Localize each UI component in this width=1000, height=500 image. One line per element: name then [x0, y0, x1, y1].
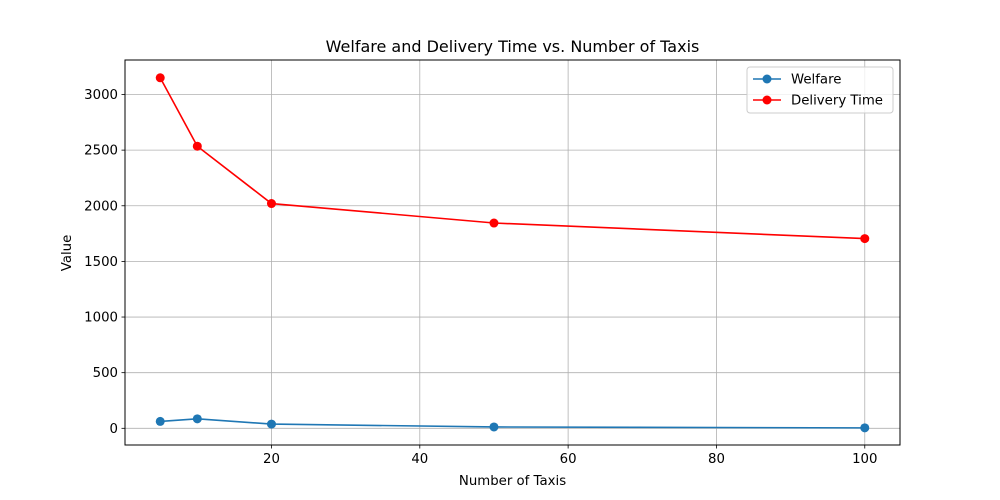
welfare-legend-label: Welfare [791, 73, 841, 88]
plot-area-frame [124, 59, 901, 446]
delivery-time-point [860, 234, 870, 244]
delivery-time-point [489, 218, 499, 228]
legend: Welfare Delivery Time [746, 66, 894, 114]
x-tick-label: 100 [852, 452, 877, 467]
y-tick-label: 500 [93, 366, 118, 381]
welfare-point [266, 419, 276, 429]
welfare-point [860, 423, 870, 433]
x-axis-ticks: 20 40 60 80 100 [263, 445, 877, 467]
chart-title: Welfare and Delivery Time vs. Number of … [326, 37, 700, 56]
x-tick-label: 80 [708, 452, 725, 467]
legend-box [746, 66, 894, 114]
y-tick-label: 2000 [84, 199, 118, 214]
delivery-time-legend-label: Delivery Time [791, 94, 883, 109]
delivery-time-point [266, 199, 276, 209]
welfare-point [489, 422, 499, 432]
delivery-time-point [155, 73, 165, 83]
y-tick-label: 2500 [84, 144, 118, 159]
welfare-legend-marker [762, 74, 772, 84]
delivery-time-point [192, 141, 202, 151]
y-tick-label: 0 [110, 422, 118, 437]
x-axis-label: Number of Taxis [459, 474, 566, 489]
delivery-time-legend-marker [762, 95, 772, 105]
x-tick-label: 40 [411, 452, 428, 467]
welfare-series-line [160, 418, 865, 429]
series-layer [155, 73, 870, 433]
y-tick-label: 1000 [84, 311, 118, 326]
y-axis-ticks: 0 500 1000 1500 2000 2500 3000 [84, 88, 125, 437]
welfare-point [192, 414, 202, 424]
welfare-point [155, 416, 165, 426]
y-tick-label: 3000 [84, 88, 118, 103]
y-tick-label: 1500 [84, 255, 118, 270]
grid [125, 60, 900, 445]
x-tick-label: 20 [263, 452, 280, 467]
x-tick-label: 60 [560, 452, 577, 467]
y-axis-label: Value [60, 235, 75, 272]
